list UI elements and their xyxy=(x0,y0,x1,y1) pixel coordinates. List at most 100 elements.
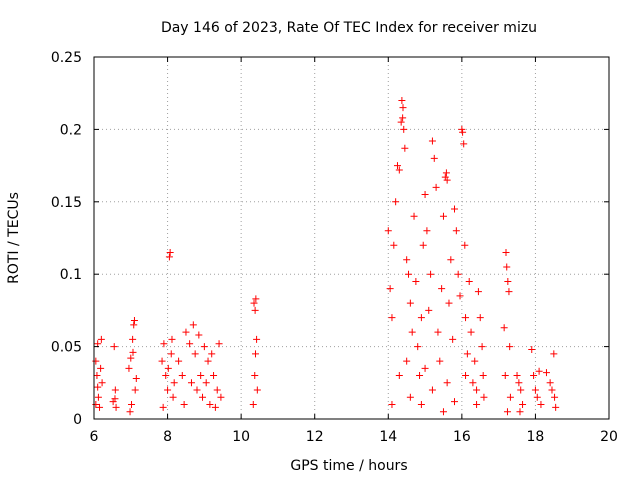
data-point xyxy=(471,357,479,365)
data-point xyxy=(92,357,100,365)
x-axis-title: GPS time / hours xyxy=(290,458,407,474)
data-point xyxy=(434,328,442,336)
data-point xyxy=(93,372,101,380)
data-point xyxy=(548,386,556,394)
data-point xyxy=(432,183,440,191)
data-point xyxy=(430,154,438,162)
data-point xyxy=(421,364,429,372)
data-point xyxy=(506,393,514,401)
data-point xyxy=(384,227,392,235)
data-point xyxy=(252,295,260,303)
x-tick-label: 14 xyxy=(379,429,397,445)
data-point xyxy=(160,340,168,348)
data-point xyxy=(170,379,178,387)
x-tick-label: 10 xyxy=(232,429,250,445)
data-point xyxy=(425,306,433,314)
data-point xyxy=(398,96,406,104)
data-point xyxy=(445,299,453,307)
data-point xyxy=(537,401,545,409)
data-point xyxy=(200,343,208,351)
data-point xyxy=(461,241,469,249)
data-point xyxy=(516,408,524,416)
data-point xyxy=(164,364,172,372)
data-point xyxy=(423,227,431,235)
data-point xyxy=(463,350,471,358)
data-point xyxy=(125,364,133,372)
grid xyxy=(94,57,609,419)
data-point xyxy=(503,263,511,271)
data-point xyxy=(126,408,134,416)
data-point xyxy=(439,408,447,416)
data-point xyxy=(502,248,510,256)
data-point xyxy=(408,328,416,336)
data-point xyxy=(206,401,214,409)
data-point xyxy=(427,270,435,278)
data-point xyxy=(462,372,470,380)
data-point xyxy=(213,386,221,394)
data-point xyxy=(109,398,117,406)
data-point xyxy=(401,144,409,152)
data-point xyxy=(403,357,411,365)
data-point xyxy=(128,401,136,409)
data-point xyxy=(506,343,514,351)
data-point xyxy=(249,401,257,409)
data-point xyxy=(530,372,538,380)
data-point xyxy=(417,401,425,409)
data-point xyxy=(251,372,259,380)
data-point xyxy=(519,401,527,409)
y-tick-label: 0.2 xyxy=(60,122,82,138)
data-point xyxy=(469,379,477,387)
data-point xyxy=(412,277,420,285)
data-point xyxy=(132,374,140,382)
data-point xyxy=(439,212,447,220)
chart-title: Day 146 of 2023, Rate Of TEC Index for r… xyxy=(161,20,537,36)
data-point xyxy=(175,357,183,365)
axis-ticks: 6 8 10 12 14 16 18 20 0 0.05 0.1 0.15 0.2 0.25 xyxy=(51,50,618,445)
data-point xyxy=(465,277,473,285)
data-point xyxy=(451,398,458,406)
data-point xyxy=(94,340,102,348)
x-tick-label: 16 xyxy=(453,429,471,445)
data-point xyxy=(388,314,396,322)
data-point xyxy=(169,393,177,401)
data-point xyxy=(217,393,225,401)
data-point xyxy=(211,403,219,411)
data-point xyxy=(208,350,216,358)
data-point xyxy=(215,340,223,348)
data-point xyxy=(399,104,407,112)
data-point xyxy=(193,386,201,394)
data-point xyxy=(130,317,138,325)
data-point xyxy=(421,191,429,199)
data-point xyxy=(503,408,511,416)
data-point xyxy=(474,288,482,296)
data-point xyxy=(131,386,139,394)
data-point xyxy=(451,205,458,213)
data-point xyxy=(197,372,205,380)
data-point xyxy=(127,354,135,362)
data-point xyxy=(531,386,539,394)
data-point xyxy=(168,335,176,343)
data-point xyxy=(410,212,418,220)
data-point xyxy=(94,393,102,401)
data-point xyxy=(112,403,120,411)
y-tick-label: 0.1 xyxy=(60,267,82,283)
data-point xyxy=(395,166,403,174)
data-point xyxy=(456,292,464,300)
data-point xyxy=(397,118,405,126)
data-point xyxy=(533,393,541,401)
data-point xyxy=(129,348,137,356)
data-point xyxy=(452,227,460,235)
data-point xyxy=(204,357,212,365)
data-point xyxy=(443,176,451,184)
data-point xyxy=(515,379,523,387)
x-tick-label: 12 xyxy=(306,429,324,445)
data-point xyxy=(189,321,197,329)
data-point xyxy=(166,248,174,256)
y-axis-title: ROTI / TECUs xyxy=(6,192,22,284)
data-point xyxy=(443,379,451,387)
data-point xyxy=(528,345,536,353)
data-point xyxy=(164,386,172,394)
x-tick-label: 6 xyxy=(90,429,99,445)
data-point xyxy=(165,253,173,261)
data-point xyxy=(479,372,487,380)
